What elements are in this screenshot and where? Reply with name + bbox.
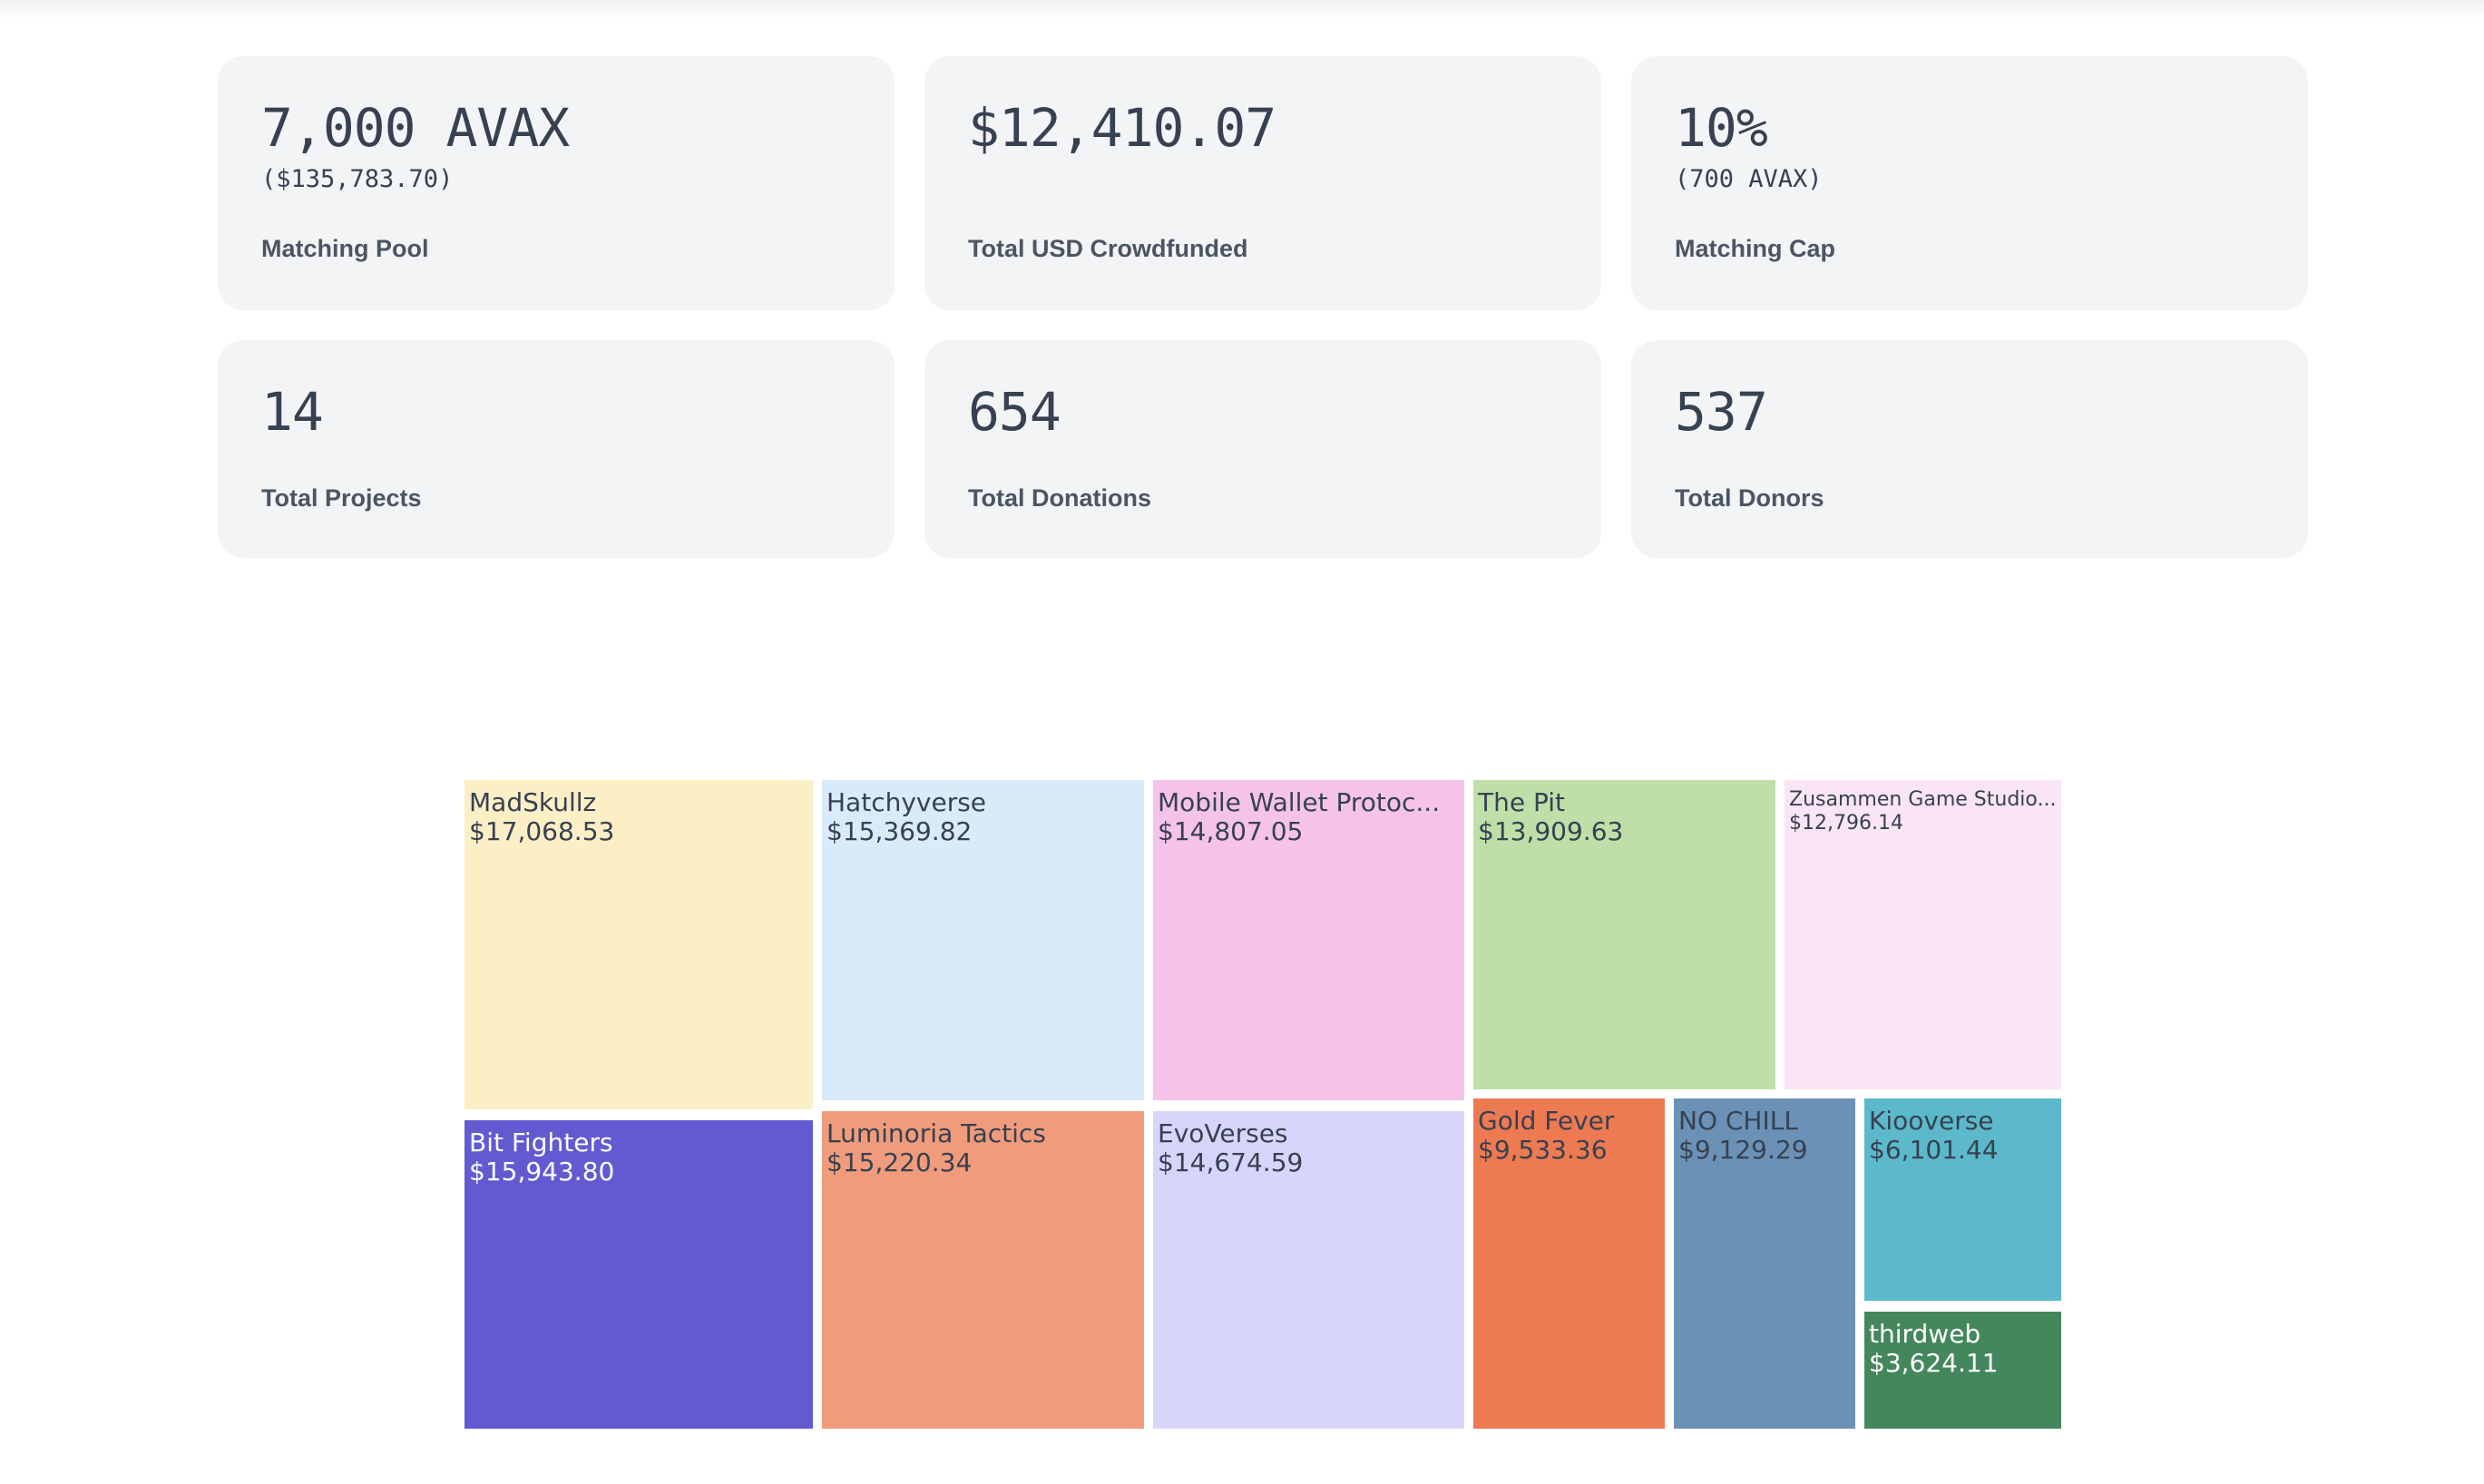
treemap-tile-rect[interactable] bbox=[1864, 1312, 2061, 1429]
treemap-tile-value: $15,220.34 bbox=[826, 1147, 972, 1177]
treemap-tile-evoverses[interactable]: EvoVerses$14,674.59 bbox=[1153, 1111, 1464, 1429]
treemap-tile-value: $9,533.36 bbox=[1478, 1135, 1608, 1165]
treemap-tile-gold-fever[interactable]: Gold Fever$9,533.36 bbox=[1473, 1098, 1665, 1429]
stat-card-matching-pool: 7,000 AVAX ($135,783.70) Matching Pool bbox=[218, 56, 895, 310]
stat-label: Total USD Crowdfunded bbox=[968, 235, 1248, 262]
stat-label: Matching Pool bbox=[261, 235, 429, 262]
treemap-tile-rect[interactable] bbox=[1153, 1111, 1464, 1429]
treemap-tile-name: Bit Fighters bbox=[469, 1128, 613, 1157]
treemap-tile-value: $6,101.44 bbox=[1869, 1135, 1999, 1165]
treemap-tile-name: The Pit bbox=[1477, 787, 1565, 817]
treemap-tile-no-chill[interactable]: NO CHILL$9,129.29 bbox=[1674, 1098, 1855, 1429]
stat-label: Total Projects bbox=[261, 484, 422, 512]
stat-label: Matching Cap bbox=[1675, 235, 1836, 262]
stat-card-matching-cap: 10% (700 AVAX) Matching Cap bbox=[1631, 56, 2308, 310]
stat-value: 14 bbox=[261, 381, 324, 443]
stat-card-total-usd-crowdfunded: $12,410.07 Total USD Crowdfunded bbox=[924, 56, 1601, 310]
treemap-tile-value: $15,943.80 bbox=[469, 1157, 614, 1186]
stat-value: 654 bbox=[968, 381, 1061, 443]
treemap-tile-name: Gold Fever bbox=[1478, 1106, 1615, 1136]
stat-value: 7,000 AVAX bbox=[261, 97, 570, 159]
treemap-tile-bit-fighters[interactable]: Bit Fighters$15,943.80 bbox=[465, 1120, 813, 1429]
treemap-tile-rect[interactable] bbox=[822, 1111, 1144, 1429]
treemap-tile-value: $14,807.05 bbox=[1158, 816, 1303, 846]
stat-label: Total Donations bbox=[968, 484, 1151, 512]
treemap-tile-rect[interactable] bbox=[1153, 780, 1464, 1100]
stat-value: $12,410.07 bbox=[968, 97, 1276, 159]
treemap-tile-name: Luminoria Tactics bbox=[826, 1118, 1046, 1148]
treemap-tile-name: Kiooverse bbox=[1869, 1106, 1994, 1136]
treemap-tile-rect[interactable] bbox=[1674, 1098, 1855, 1429]
treemap-tile-rect[interactable] bbox=[1473, 1098, 1665, 1429]
treemap-tile-hatchyverse[interactable]: Hatchyverse$15,369.82 bbox=[822, 780, 1144, 1100]
treemap-tile-value: $12,796.14 bbox=[1789, 812, 1903, 835]
treemap-tile-rect[interactable] bbox=[1864, 1098, 2061, 1301]
stat-card-total-donations: 654 Total Donations bbox=[924, 340, 1601, 558]
stat-label: Total Donors bbox=[1675, 484, 1824, 512]
treemap-tile-the-pit[interactable]: The Pit$13,909.63 bbox=[1473, 780, 1775, 1089]
treemap-tile-zusammen-game-studio[interactable]: Zusammen Game Studio...$12,796.14 bbox=[1785, 780, 2061, 1089]
stat-card-total-projects: 14 Total Projects bbox=[218, 340, 895, 558]
treemap-tile-rect[interactable] bbox=[1473, 780, 1775, 1089]
treemap-tile-mobile-wallet-protoc[interactable]: Mobile Wallet Protoc...$14,807.05 bbox=[1153, 780, 1464, 1100]
treemap-tile-value: $9,129.29 bbox=[1678, 1135, 1808, 1165]
treemap-tile-name: EvoVerses bbox=[1158, 1118, 1288, 1148]
treemap-tile-name: Mobile Wallet Protoc... bbox=[1158, 787, 1440, 817]
stat-value: 537 bbox=[1675, 381, 1768, 443]
treemap-tile-value: $14,674.59 bbox=[1158, 1147, 1303, 1177]
treemap-tile-value: $17,068.53 bbox=[469, 816, 614, 846]
treemap-tile-madskullz[interactable]: MadSkullz$17,068.53 bbox=[465, 780, 813, 1109]
header-shadow bbox=[0, 0, 2484, 20]
treemap-tile-name: Hatchyverse bbox=[826, 787, 986, 817]
treemap-tile-luminoria-tactics[interactable]: Luminoria Tactics$15,220.34 bbox=[822, 1111, 1144, 1429]
stat-value: 10% bbox=[1675, 97, 1768, 159]
treemap-tile-value: $13,909.63 bbox=[1478, 816, 1623, 846]
treemap-tile-name: MadSkullz bbox=[469, 787, 596, 817]
treemap-tile-kiooverse[interactable]: Kiooverse$6,101.44 bbox=[1864, 1098, 2061, 1301]
treemap-tile-name: Zusammen Game Studio... bbox=[1789, 788, 2056, 811]
treemap-tile-thirdweb[interactable]: thirdweb$3,624.11 bbox=[1864, 1312, 2061, 1429]
stat-subvalue: (700 AVAX) bbox=[1675, 165, 1823, 193]
treemap-tile-value: $3,624.11 bbox=[1869, 1348, 1999, 1378]
treemap-tile-rect[interactable] bbox=[822, 780, 1144, 1100]
treemap-tile-rect[interactable] bbox=[465, 780, 813, 1109]
stat-subvalue: ($135,783.70) bbox=[261, 165, 454, 193]
stats-grid: 7,000 AVAX ($135,783.70) Matching Pool $… bbox=[218, 56, 2308, 558]
treemap-tile-name: NO CHILL bbox=[1678, 1106, 1798, 1136]
treemap-tile-rect[interactable] bbox=[1785, 780, 2061, 1089]
treemap-tile-rect[interactable] bbox=[465, 1120, 813, 1429]
stat-card-total-donors: 537 Total Donors bbox=[1631, 340, 2308, 558]
treemap-tile-value: $15,369.82 bbox=[826, 816, 972, 846]
treemap-tile-name: thirdweb bbox=[1869, 1319, 1980, 1349]
